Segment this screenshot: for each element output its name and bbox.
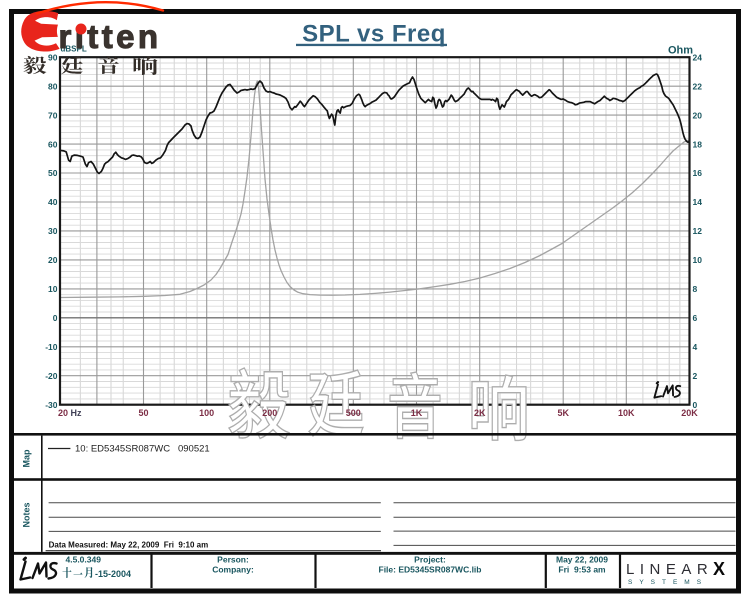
svg-text:-15-2004: -15-2004: [95, 569, 131, 579]
svg-text:20: 20: [48, 255, 58, 265]
svg-text:2: 2: [693, 371, 698, 381]
svg-text:10: ED5345SR087WC 090521: 10: ED5345SR087WC 090521: [75, 444, 210, 455]
svg-text:50: 50: [48, 168, 58, 178]
svg-text:22: 22: [693, 81, 703, 91]
svg-text:500: 500: [346, 408, 361, 418]
svg-text:50: 50: [138, 408, 148, 418]
svg-text:18: 18: [693, 139, 703, 149]
svg-text:-30: -30: [45, 400, 58, 410]
svg-text:Fri 9:53 am: Fri 9:53 am: [558, 565, 606, 575]
svg-text:LINEAR: LINEAR: [626, 561, 713, 578]
svg-text:200: 200: [262, 408, 277, 418]
svg-text:30: 30: [48, 226, 58, 236]
svg-text:SPL vs Freq: SPL vs Freq: [302, 21, 446, 48]
svg-text:May 22, 2009: May 22, 2009: [556, 555, 608, 565]
svg-text:20: 20: [693, 110, 703, 120]
svg-text:Data Measured: May 22, 2009 F: Data Measured: May 22, 2009 Fri 9:10 am: [49, 540, 209, 549]
svg-text:2K: 2K: [474, 408, 486, 418]
svg-text:10K: 10K: [618, 408, 635, 418]
svg-text:Person:: Person:: [217, 555, 249, 565]
svg-text:4.5.0.349: 4.5.0.349: [66, 555, 102, 565]
svg-text:14: 14: [693, 197, 703, 207]
svg-text:70: 70: [48, 110, 58, 120]
svg-text:60: 60: [48, 139, 58, 149]
svg-text:Hz: Hz: [71, 408, 82, 418]
svg-text:0: 0: [693, 400, 698, 410]
svg-text:5K: 5K: [557, 408, 569, 418]
svg-text:12: 12: [693, 226, 703, 236]
svg-text:24: 24: [693, 52, 703, 62]
svg-text:rıtten: rıtten: [59, 18, 162, 55]
svg-text:10: 10: [693, 255, 703, 265]
svg-text:Map: Map: [22, 449, 32, 468]
svg-text:4: 4: [693, 342, 698, 352]
svg-text:90: 90: [48, 52, 58, 62]
svg-text:16: 16: [693, 168, 703, 178]
svg-text:Project:: Project:: [414, 555, 446, 565]
svg-text:SYSTEMS: SYSTEMS: [628, 579, 708, 586]
svg-text:20K: 20K: [681, 408, 698, 418]
svg-text:80: 80: [48, 81, 58, 91]
svg-text:6: 6: [693, 313, 698, 323]
svg-text:dBSPL: dBSPL: [61, 45, 87, 54]
svg-text:-20: -20: [45, 371, 58, 381]
svg-text:8: 8: [693, 284, 698, 294]
svg-text:20: 20: [58, 408, 68, 418]
svg-text:1K: 1K: [411, 408, 423, 418]
svg-text:Company:: Company:: [212, 565, 254, 575]
svg-text:Ohm: Ohm: [668, 45, 693, 57]
svg-text:40: 40: [48, 197, 58, 207]
svg-text:-10: -10: [45, 342, 58, 352]
svg-text:0: 0: [53, 313, 58, 323]
svg-text:X: X: [713, 559, 725, 579]
svg-text:100: 100: [199, 408, 214, 418]
svg-text:Notes: Notes: [22, 502, 32, 527]
svg-text:10: 10: [48, 284, 58, 294]
svg-text:File: ED5345SR087WC.lib: File: ED5345SR087WC.lib: [379, 565, 482, 575]
